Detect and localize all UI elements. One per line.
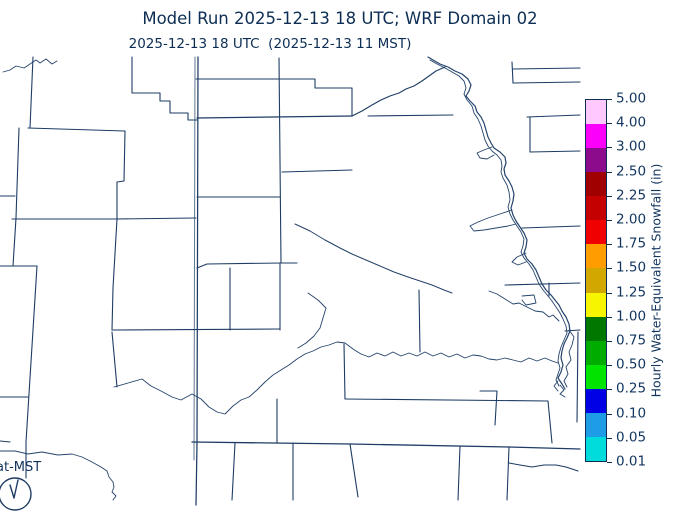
colorbar-segment: [586, 148, 606, 173]
colorbar-axis-label: Hourly Water-Equivalent Snowfall (in): [648, 163, 664, 398]
river-lines: [0, 56, 575, 501]
colorbar-segment: [586, 364, 606, 389]
clock-icon: [0, 477, 32, 511]
colorbar-segment: [586, 172, 606, 197]
colorbar-segment: [586, 388, 606, 413]
colorbar-segment: [586, 124, 606, 149]
colorbar-segment: [586, 340, 606, 365]
county-boundaries: [0, 56, 581, 506]
colorbar-segment: [586, 244, 606, 269]
colorbar-segment: [586, 220, 606, 245]
page-subtitle: 2025-12-13 18 UTC (2025-12-13 11 MST): [128, 36, 412, 52]
colorbar-segment: [586, 316, 606, 341]
colorbar-segment: [586, 100, 606, 125]
colorbar: [585, 99, 607, 462]
colorbar-segment: [586, 292, 606, 317]
colorbar-segment: [586, 268, 606, 293]
colorbar-segment: [586, 196, 606, 221]
timezone-label: at-MST: [0, 460, 42, 475]
page-title: Model Run 2025-12-13 18 UTC; WRF Domain …: [142, 9, 538, 28]
colorbar-segment: [586, 436, 606, 461]
colorbar-segment: [586, 412, 606, 437]
